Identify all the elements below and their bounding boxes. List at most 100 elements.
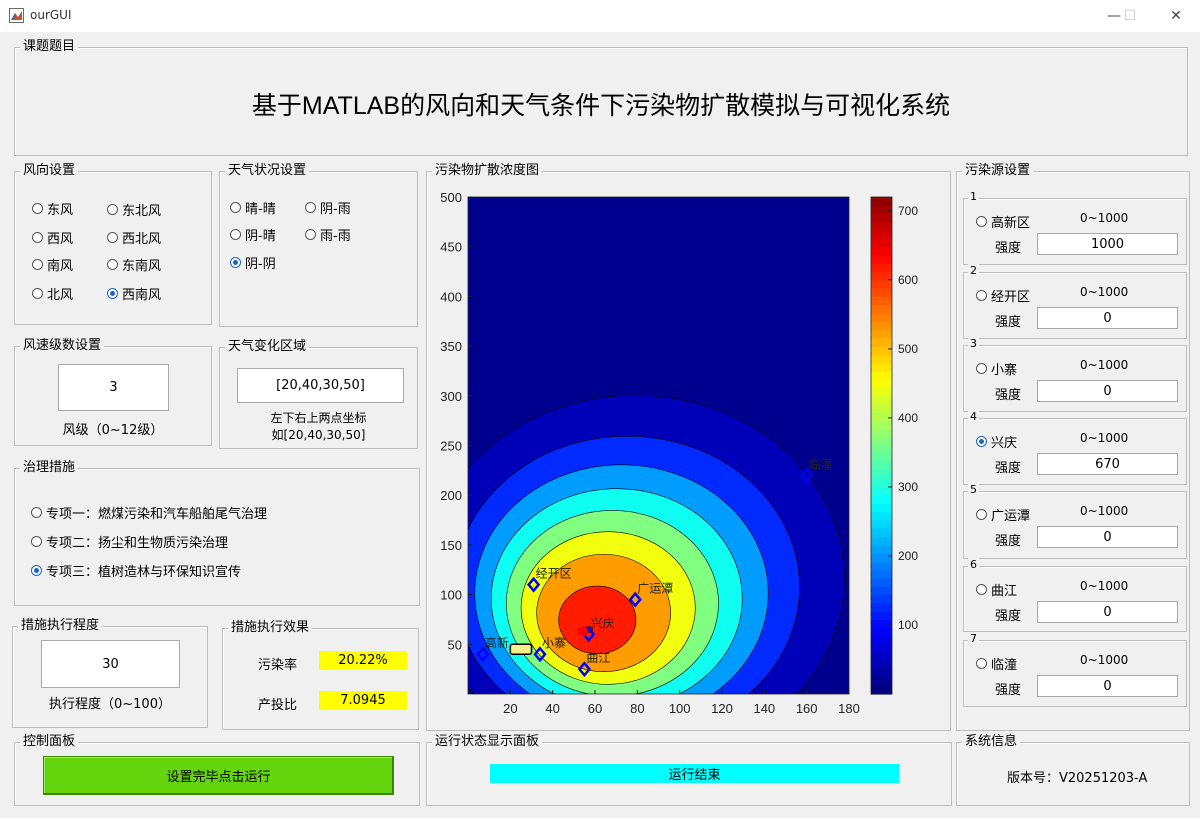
radio-dot[interactable] — [976, 290, 987, 301]
source-strength-input[interactable]: 0 — [1037, 601, 1178, 623]
site-label: 高新 — [485, 635, 509, 650]
y-tick-label: 200 — [440, 488, 462, 503]
radio-dot[interactable] — [976, 436, 987, 447]
wind-speed-input[interactable]: 3 — [58, 364, 169, 411]
colorbar-segment — [871, 370, 892, 380]
source-number: 5 — [968, 483, 979, 496]
y-tick-label: 250 — [440, 439, 462, 454]
source-item: 2 经开区 0~1000 强度 0 — [963, 264, 1187, 339]
radio-dot[interactable] — [230, 202, 241, 213]
radio-northeast-wind[interactable]: 东北风 — [107, 200, 161, 219]
x-tick-label: 180 — [838, 701, 860, 716]
source-strength-input[interactable]: 1000 — [1037, 233, 1178, 255]
site-label: 临潼 — [809, 456, 833, 471]
colorbar-segment — [871, 254, 892, 264]
colorbar-segment — [871, 602, 892, 612]
radio-dot[interactable] — [31, 536, 42, 547]
source-radio[interactable]: 兴庆 — [976, 432, 1017, 451]
radio-label: 西风 — [47, 232, 74, 247]
radio-dot[interactable] — [305, 202, 316, 213]
source-name: 高新区 — [991, 216, 1031, 231]
radio-dot[interactable] — [107, 204, 118, 215]
radio-measure-1[interactable]: 专项一：燃煤污染和汽车船舶尾气治理 — [31, 503, 267, 522]
radio-weather-cloudy-cloudy[interactable]: 阴-阴 — [230, 253, 276, 272]
radio-dot[interactable] — [976, 216, 987, 227]
source-radio[interactable]: 经开区 — [976, 286, 1030, 305]
site-marker — [533, 646, 547, 663]
run-button[interactable]: 设置完毕点击运行 — [43, 756, 394, 795]
radio-dot[interactable] — [107, 259, 118, 270]
source-radio[interactable]: 广运潭 — [976, 505, 1030, 524]
radio-dot[interactable] — [31, 507, 42, 518]
radio-dot[interactable] — [230, 229, 241, 240]
radio-dot[interactable] — [976, 658, 987, 669]
colorbar-segment — [871, 569, 892, 579]
radio-southeast-wind[interactable]: 东南风 — [107, 255, 161, 274]
colorbar-segment — [871, 404, 892, 413]
source-radio[interactable]: 高新区 — [976, 212, 1030, 231]
version-text: 版本号：V20251203-A — [1007, 771, 1148, 786]
execution-input[interactable]: 30 — [41, 640, 180, 688]
colorbar-segment — [871, 263, 892, 273]
colorbar-tick-label: 100 — [898, 618, 918, 632]
colorbar-segment — [871, 685, 892, 695]
source-strength-input[interactable]: 0 — [1037, 307, 1178, 329]
weather-region-input[interactable]: [20,40,30,50] — [237, 368, 404, 403]
sources-panel-title: 污染源设置 — [962, 163, 1034, 179]
radio-dot[interactable] — [976, 584, 987, 595]
weather-region-panel: 天气变化区域 [20,40,30,50] 左下右上两点坐标 如[20,40,30… — [219, 339, 418, 449]
site-label: 曲江 — [586, 651, 610, 665]
source-strength-input[interactable]: 0 — [1037, 526, 1178, 548]
weather-region-hint: 左下右上两点坐标 — [270, 411, 367, 425]
radio-dot-selected[interactable] — [31, 565, 42, 576]
colorbar-segment — [871, 304, 892, 314]
site-marker — [526, 576, 541, 593]
source-radio[interactable]: 小寨 — [976, 359, 1017, 378]
measures-panel-title: 治理措施 — [20, 460, 79, 476]
site-marker — [577, 661, 592, 678]
maximize-button[interactable]: ☐ — [1123, 8, 1137, 24]
radio-measure-2[interactable]: 专项二：扬尘和生物质污染治理 — [31, 532, 228, 551]
colorbar-segment — [871, 495, 892, 505]
radio-south-wind[interactable]: 南风 — [32, 255, 73, 274]
radio-dot[interactable] — [107, 232, 118, 243]
y-tick-label: 150 — [440, 538, 462, 553]
radio-label: 西北风 — [122, 232, 162, 247]
radio-northwest-wind[interactable]: 西北风 — [107, 228, 161, 247]
radio-weather-cloudy-rain[interactable]: 阴-雨 — [305, 198, 351, 217]
radio-dot[interactable] — [976, 509, 987, 520]
radio-weather-rain-rain[interactable]: 雨-雨 — [305, 225, 351, 244]
radio-dot[interactable] — [305, 229, 316, 240]
radio-dot[interactable] — [32, 288, 43, 299]
radio-measure-3[interactable]: 专项三：植树造林与环保知识宣传 — [31, 561, 241, 580]
source-radio[interactable]: 临潼 — [976, 654, 1017, 673]
minimize-button[interactable]: — — [1107, 8, 1121, 24]
radio-dot[interactable] — [32, 232, 43, 243]
radio-dot[interactable] — [976, 363, 987, 374]
radio-southwest-wind[interactable]: 西南风 — [107, 284, 161, 303]
source-strength-input[interactable]: 670 — [1037, 453, 1178, 475]
radio-east-wind[interactable]: 东风 — [32, 199, 73, 218]
radio-dot-selected[interactable] — [230, 257, 241, 268]
radio-weather-sunny-sunny[interactable]: 晴-晴 — [230, 198, 276, 217]
radio-west-wind[interactable]: 西风 — [32, 228, 73, 247]
colorbar-segment — [871, 636, 892, 645]
colorbar-tick-label: 400 — [898, 411, 918, 425]
close-button[interactable]: ✕ — [1170, 8, 1182, 24]
source-range: 0~1000 — [1080, 285, 1129, 299]
source-strength-input[interactable]: 0 — [1037, 675, 1178, 697]
radio-label: 东风 — [47, 203, 74, 218]
colorbar-segment — [871, 312, 892, 322]
contour-band — [558, 585, 637, 655]
radio-weather-cloudy-sunny[interactable]: 阴-晴 — [230, 225, 276, 244]
radio-dot[interactable] — [32, 203, 43, 214]
radio-north-wind[interactable]: 北风 — [32, 284, 73, 303]
source-radio[interactable]: 曲江 — [976, 580, 1017, 599]
radio-dot[interactable] — [32, 259, 43, 270]
radio-dot-selected[interactable] — [107, 288, 118, 299]
radio-label: 阴-阴 — [245, 257, 276, 272]
source-strength-input[interactable]: 0 — [1037, 380, 1178, 402]
peak-marker — [577, 626, 588, 637]
colorbar-segment — [871, 611, 892, 621]
